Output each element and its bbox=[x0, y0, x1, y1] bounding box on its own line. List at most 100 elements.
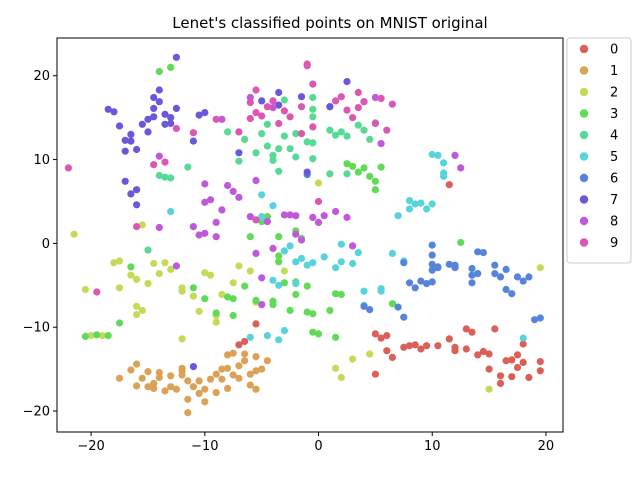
data-point bbox=[121, 177, 129, 185]
data-point bbox=[383, 332, 391, 340]
data-point bbox=[269, 104, 277, 112]
x-tick-label: −10 bbox=[191, 439, 218, 454]
data-point bbox=[326, 306, 334, 314]
data-point bbox=[189, 383, 197, 391]
data-point bbox=[155, 98, 163, 106]
legend-label: 1 bbox=[610, 64, 618, 79]
data-point bbox=[354, 249, 362, 257]
data-point bbox=[246, 93, 254, 102]
data-point bbox=[184, 163, 192, 171]
data-point bbox=[405, 342, 414, 350]
data-point bbox=[275, 336, 283, 344]
data-point bbox=[496, 273, 505, 281]
data-point bbox=[161, 158, 169, 166]
data-point bbox=[297, 236, 306, 244]
x-axis: −20 −10 0 10 20 bbox=[77, 432, 554, 454]
data-point bbox=[423, 205, 431, 213]
data-point bbox=[167, 174, 175, 182]
data-point bbox=[423, 342, 431, 350]
data-point bbox=[195, 111, 203, 119]
data-point bbox=[491, 325, 499, 333]
x-tick-label: 0 bbox=[314, 439, 322, 454]
data-point bbox=[258, 213, 266, 221]
data-point bbox=[218, 290, 226, 299]
data-point bbox=[133, 186, 141, 194]
data-point bbox=[269, 276, 277, 284]
data-point bbox=[155, 67, 163, 76]
data-point bbox=[229, 295, 237, 303]
data-point bbox=[445, 260, 453, 268]
data-point bbox=[258, 365, 266, 373]
data-point bbox=[388, 249, 396, 257]
data-point bbox=[201, 269, 209, 277]
data-point bbox=[138, 221, 146, 229]
data-point bbox=[150, 259, 158, 268]
data-point bbox=[343, 160, 351, 168]
data-point bbox=[513, 363, 522, 372]
data-point bbox=[371, 330, 379, 338]
data-point bbox=[229, 187, 237, 195]
legend-marker bbox=[579, 152, 589, 161]
points-layer bbox=[64, 53, 544, 417]
data-point bbox=[462, 325, 470, 333]
data-point bbox=[531, 316, 539, 324]
data-point bbox=[252, 249, 260, 257]
data-point bbox=[150, 384, 158, 392]
series-1 bbox=[115, 349, 271, 417]
data-point bbox=[371, 370, 379, 378]
data-point bbox=[224, 128, 232, 136]
data-point bbox=[354, 104, 362, 112]
data-point bbox=[115, 257, 124, 265]
data-point bbox=[377, 140, 385, 148]
data-point bbox=[525, 373, 533, 382]
data-point bbox=[303, 261, 311, 269]
data-point bbox=[212, 115, 220, 123]
legend-marker bbox=[579, 130, 589, 140]
data-point bbox=[343, 106, 351, 114]
data-point bbox=[405, 197, 414, 205]
series-3 bbox=[81, 63, 465, 341]
data-point bbox=[212, 309, 220, 317]
data-point bbox=[269, 202, 277, 210]
data-point bbox=[371, 119, 379, 128]
data-point bbox=[161, 259, 169, 267]
legend-label: 0 bbox=[610, 43, 618, 58]
data-point bbox=[172, 385, 180, 393]
data-point bbox=[428, 241, 436, 249]
data-point bbox=[297, 93, 306, 101]
data-point bbox=[184, 395, 192, 403]
legend-marker bbox=[579, 195, 589, 204]
data-point bbox=[377, 94, 385, 102]
data-point bbox=[502, 265, 510, 273]
data-point bbox=[275, 233, 283, 241]
data-point bbox=[309, 80, 317, 88]
data-point bbox=[201, 198, 209, 206]
data-point bbox=[252, 149, 260, 157]
data-point bbox=[434, 151, 442, 159]
legend-label: 4 bbox=[610, 129, 618, 144]
data-point bbox=[252, 367, 260, 375]
data-point bbox=[280, 132, 288, 140]
data-point bbox=[167, 119, 175, 128]
data-point bbox=[252, 216, 260, 224]
data-point bbox=[303, 168, 311, 176]
data-point bbox=[536, 264, 544, 272]
data-point bbox=[400, 259, 408, 267]
legend-label: 6 bbox=[610, 172, 618, 187]
data-point bbox=[195, 307, 203, 315]
legend-label: 2 bbox=[610, 86, 618, 101]
data-point bbox=[383, 126, 391, 134]
data-point bbox=[468, 264, 476, 273]
data-point bbox=[246, 333, 254, 341]
data-point bbox=[201, 295, 209, 303]
data-point bbox=[241, 337, 249, 346]
data-point bbox=[189, 284, 197, 292]
data-point bbox=[366, 306, 374, 314]
data-point bbox=[303, 308, 311, 316]
data-point bbox=[280, 107, 288, 115]
legend-label: 5 bbox=[610, 150, 618, 165]
data-point bbox=[275, 145, 283, 153]
data-point bbox=[428, 251, 436, 259]
data-point bbox=[309, 105, 317, 113]
